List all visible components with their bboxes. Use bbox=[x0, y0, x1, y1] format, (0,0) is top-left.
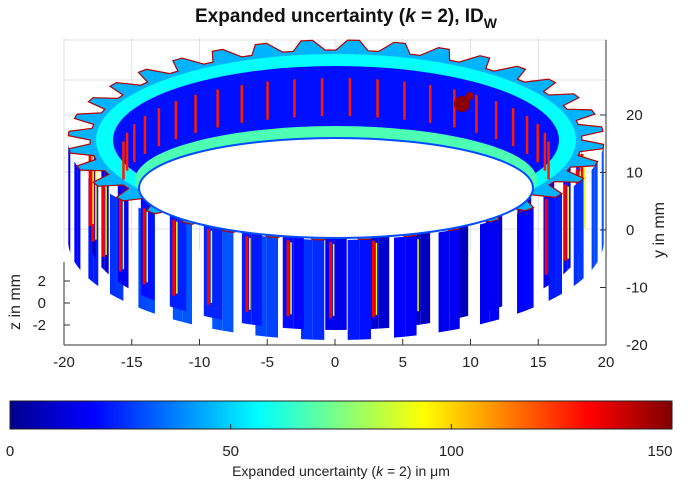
y-tick-label: 20 bbox=[626, 107, 643, 124]
gear-wall-facet bbox=[77, 165, 81, 271]
gear-wall-facet bbox=[359, 239, 371, 340]
gear-wall-facet bbox=[336, 229, 347, 330]
y-tick-label: 0 bbox=[626, 222, 634, 239]
x-tick-label: -15 bbox=[121, 354, 143, 371]
gear-wall-facet bbox=[251, 224, 263, 326]
gear-wall-facet bbox=[293, 228, 304, 330]
x-tick-label: 15 bbox=[530, 354, 547, 371]
gear-wall-facet bbox=[489, 219, 500, 322]
x-tick-label: 20 bbox=[598, 354, 615, 371]
gear-wall-facet bbox=[213, 217, 223, 320]
gear-wall-facet bbox=[459, 215, 469, 318]
gear-wall-facet bbox=[109, 193, 117, 298]
colorbar-gradient bbox=[9, 400, 673, 430]
gear-wall-facet bbox=[122, 185, 129, 289]
gear-wall-facet bbox=[69, 148, 71, 254]
y-axis-label: y in mm bbox=[651, 202, 668, 258]
gear-wall-facet bbox=[266, 236, 278, 338]
gear-wall-facet bbox=[147, 197, 155, 301]
gear-wall-facet bbox=[68, 144, 70, 249]
gear-wall-facet bbox=[378, 227, 390, 329]
gear-wall-facet bbox=[548, 197, 556, 301]
gear-wall-facet bbox=[555, 193, 563, 298]
colorbar-label: Expanded uncertainty (k = 2) in μm bbox=[232, 463, 450, 479]
gear-wall-facet bbox=[525, 207, 534, 311]
gear-wall-facet bbox=[449, 228, 460, 331]
gear-wall-facet bbox=[394, 236, 406, 338]
y-axis: 20 10 0 -10 -20 y in mm bbox=[600, 40, 668, 354]
z-tick-label: 2 bbox=[38, 273, 46, 290]
y-tick-label: 10 bbox=[626, 165, 643, 182]
gear-wall-facet bbox=[222, 230, 234, 333]
gear-inner-wall bbox=[113, 66, 559, 239]
gear-wall-facet bbox=[74, 161, 78, 266]
colorbar-tick-label: 100 bbox=[439, 443, 464, 460]
gear-surface bbox=[67, 39, 605, 340]
colorbar-tick-label: 150 bbox=[647, 443, 672, 460]
z-tick-label: -2 bbox=[33, 317, 46, 334]
defect-spot bbox=[466, 92, 474, 100]
x-tick-label: -20 bbox=[53, 354, 75, 371]
gear-wall-facet bbox=[177, 208, 187, 312]
gear-wall-facet bbox=[601, 148, 603, 254]
chart-title: Expanded uncertainty (k = 2), IDW bbox=[195, 6, 498, 31]
z-tick-label: 0 bbox=[38, 295, 46, 312]
colorbar-tick-label: 0 bbox=[6, 443, 14, 460]
y-tick-label: -20 bbox=[626, 337, 648, 354]
x-tick-label: 5 bbox=[399, 354, 407, 371]
gear-wall-facet bbox=[594, 161, 598, 266]
z-axis: 2 0 -2 z in mm bbox=[7, 262, 70, 340]
x-tick-label: -10 bbox=[189, 354, 211, 371]
x-axis: -20 -15 -10 -5 0 5 10 15 20 bbox=[53, 339, 614, 371]
gear-wall-facet bbox=[479, 221, 490, 325]
z-axis-label: z in mm bbox=[7, 274, 24, 330]
x-tick-label: 0 bbox=[331, 354, 339, 371]
gear-bore-hole bbox=[138, 137, 534, 239]
gear-wall-facet bbox=[602, 144, 604, 249]
y-tick-label: -10 bbox=[626, 280, 648, 297]
gear-wall-facet bbox=[573, 182, 579, 287]
colorbar-tick-label: 50 bbox=[222, 443, 239, 460]
gear-wall-facet bbox=[420, 223, 431, 325]
gear-wall-facet bbox=[347, 239, 360, 340]
gear-wall-facet bbox=[405, 235, 417, 337]
gear-wall-facet bbox=[301, 239, 313, 340]
defect-spot bbox=[454, 96, 470, 112]
x-tick-label: -5 bbox=[261, 354, 274, 371]
gear-wall-facet bbox=[438, 230, 450, 333]
gear-outer-wall bbox=[68, 136, 604, 340]
gear-wall-facet bbox=[517, 210, 526, 314]
gear-wall-facet bbox=[312, 239, 325, 340]
gear-wall-facet bbox=[578, 178, 584, 283]
colorbar: 0 50 100 150 Expanded uncertainty (k = 2) i… bbox=[6, 400, 673, 479]
x-tick-label: 10 bbox=[462, 354, 479, 371]
gear-wall-facet bbox=[591, 165, 595, 271]
